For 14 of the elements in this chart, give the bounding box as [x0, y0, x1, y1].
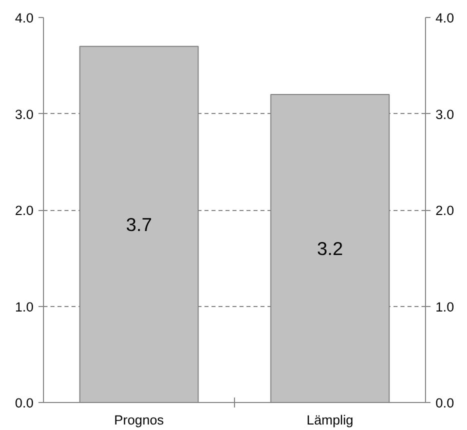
y2-tick-label: 0.0: [436, 396, 454, 410]
y-tick-label: 4.0: [14, 10, 34, 26]
y2-tick-label: 1.0: [436, 299, 454, 314]
y2-tick-label: 4.0: [436, 10, 454, 26]
x-tick-label: Prognos: [114, 412, 164, 428]
y2-tick-label: 2.0: [436, 203, 454, 218]
data-label: 3.2: [317, 238, 343, 259]
data-label: 3.7: [126, 214, 152, 235]
x-tick-label: Lämplig: [306, 412, 354, 428]
y-tick-label: 1.0: [14, 299, 34, 314]
y-tick-label: 3.0: [14, 106, 34, 122]
y-tick-label: 0.0: [14, 396, 34, 410]
y2-tick-label: 3.0: [436, 106, 454, 122]
y-tick-label: 2.0: [14, 203, 34, 218]
